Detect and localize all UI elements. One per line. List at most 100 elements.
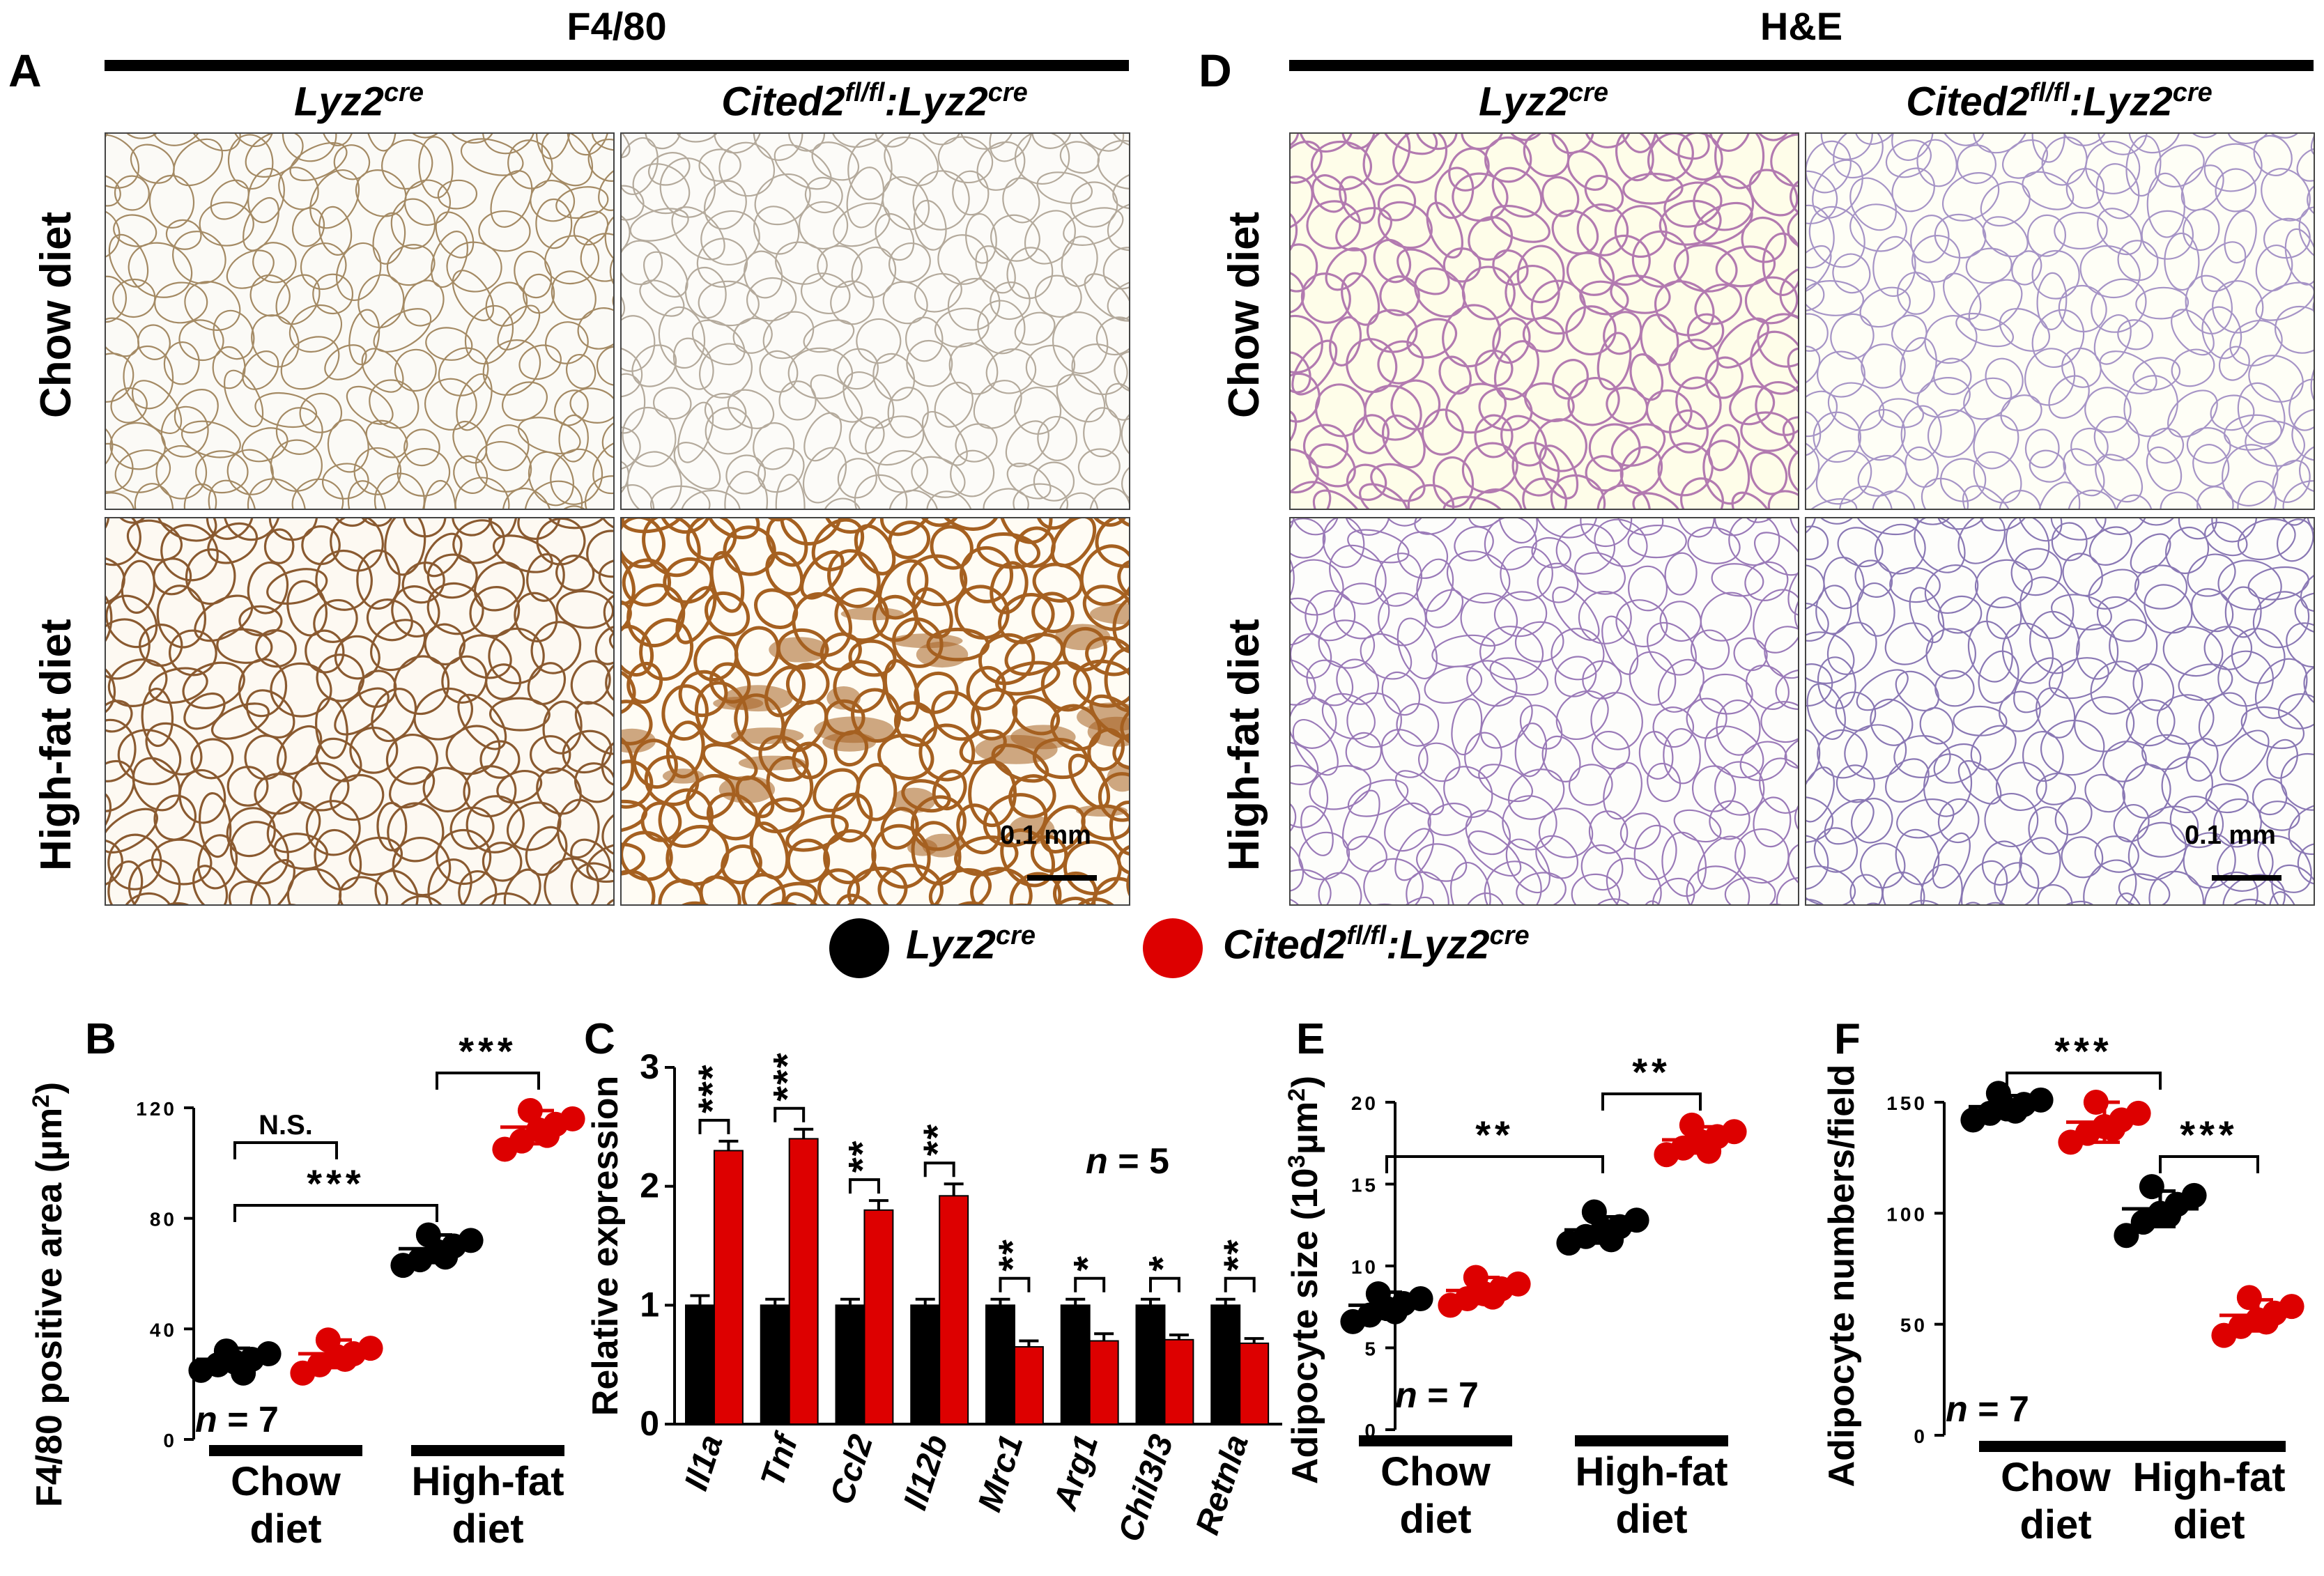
legend-label-ctrl: Lyz2cre [906, 921, 1036, 968]
adipocyte-cell [128, 858, 181, 904]
stain-cluster [723, 685, 793, 712]
adipocyte-cell [1318, 872, 1362, 904]
adipocyte-cell [1813, 518, 1859, 525]
bar-ko [713, 1150, 744, 1425]
adipocyte-cell [1806, 835, 1829, 890]
adipocyte-cell [545, 321, 589, 364]
adipocyte-cell [1407, 484, 1455, 509]
adipocyte-cell [1673, 809, 1722, 843]
stain-cluster [890, 633, 963, 649]
adipocyte-cell [1610, 423, 1666, 468]
category-label: Il12b [897, 1430, 955, 1514]
adipocyte-cell [330, 518, 384, 572]
adipocyte-cell [847, 138, 893, 201]
adipocyte-cell [2132, 663, 2175, 711]
adipocyte-cell [1789, 518, 1798, 542]
adipocyte-cell [1392, 134, 1448, 184]
adipocyte-cell [1596, 484, 1651, 509]
adipocyte-cell [1985, 357, 2024, 400]
adipocyte-cell [1639, 900, 1670, 904]
adipocyte-cell [502, 381, 548, 422]
adipocyte-cell [2094, 835, 2139, 873]
adipocyte-cell [134, 483, 174, 509]
adipocyte-cell [573, 210, 609, 246]
adipocyte-cell [514, 250, 553, 299]
bar-ctrl [1060, 1304, 1091, 1426]
adipocyte-cell [454, 477, 510, 509]
adipocyte-cell [1006, 247, 1054, 300]
adipocyte-cell [488, 627, 545, 685]
significance-label: ** [915, 1123, 959, 1157]
adipocyte-cell [1659, 199, 1722, 246]
adipocyte-cell [1117, 559, 1129, 601]
stain-cluster [1076, 805, 1128, 817]
adipocyte-cell [2051, 594, 2112, 631]
adipocyte-cell [990, 214, 1040, 262]
adipocyte-cell [847, 866, 908, 904]
adipocyte-cell [718, 141, 776, 197]
adipocyte-cell [1092, 876, 1129, 904]
adipocyte-cell [123, 345, 174, 410]
adipocyte-cell [1835, 691, 1877, 732]
adipocyte-cell [228, 880, 271, 904]
adipocyte-cell [920, 134, 962, 146]
bracket-line [1148, 1276, 1180, 1292]
adipocyte-cell [622, 137, 659, 196]
y-tick-label: 0 [163, 1430, 177, 1451]
adipocyte-cell [856, 318, 902, 364]
adipocyte-cell [1833, 134, 1884, 179]
adipocyte-cell [2054, 797, 2093, 836]
data-point [1408, 1286, 1433, 1311]
adipocyte-cell [783, 892, 831, 904]
adipocyte-cell [948, 342, 999, 395]
y-tick-label: 5 [1364, 1338, 1378, 1360]
adipocyte-cell [1955, 902, 1987, 904]
adipocyte-cell [385, 734, 438, 785]
adipocyte-cell [907, 554, 968, 607]
stain-cluster [769, 637, 830, 663]
significance-label: ** [1215, 1238, 1259, 1272]
adipocyte-cell [106, 839, 123, 888]
adipocyte-cell [1965, 247, 2013, 284]
adipocyte-cell [336, 242, 382, 302]
data-point [231, 1360, 256, 1386]
adipocyte-cell [696, 238, 748, 288]
adipocyte-cell [224, 369, 264, 428]
n-label-rest: = 7 [1417, 1375, 1479, 1416]
adipocyte-cell [1346, 835, 1387, 872]
adipocyte-cell [394, 348, 437, 392]
adipocyte-cell [2146, 446, 2183, 492]
adipocyte-cell [2041, 137, 2088, 186]
adipocyte-cell [622, 240, 663, 286]
adipocyte-cell [1615, 134, 1654, 182]
adipocyte-cell [1291, 176, 1314, 231]
adipocyte-cell [854, 474, 908, 509]
adipocyte-cell [226, 766, 269, 807]
adipocyte-cell [1999, 490, 2042, 509]
adipocyte-cell [603, 592, 613, 644]
adipocyte-cell [585, 475, 613, 509]
adipocyte-cell [2031, 249, 2080, 300]
series-0-ctrl [188, 1338, 282, 1386]
adipocyte-cell [275, 274, 321, 325]
adipocyte-cell [835, 893, 882, 904]
adipocyte-cell [976, 141, 1026, 191]
data-point [534, 1122, 560, 1148]
adipocyte-cell [975, 245, 1016, 294]
adipocyte-cell [160, 405, 209, 458]
adipocyte-cell [842, 371, 895, 429]
adipocyte-cell [153, 557, 192, 596]
adipocyte-cell [165, 219, 202, 250]
adipocyte-cell [2011, 250, 2042, 286]
adipocyte-cell [586, 530, 613, 578]
tissue-background [106, 518, 613, 904]
adipocyte-cell [2031, 309, 2085, 369]
adipocyte-cell [365, 134, 397, 152]
adipocyte-cell [757, 447, 805, 493]
bar-ctrl [835, 1304, 865, 1426]
adipocyte-cell [288, 304, 343, 353]
adipocyte-cell [693, 635, 739, 682]
adipocyte-cell [226, 449, 274, 495]
bar-ctrl [1210, 1304, 1241, 1426]
adipocyte-cell [1031, 592, 1075, 633]
